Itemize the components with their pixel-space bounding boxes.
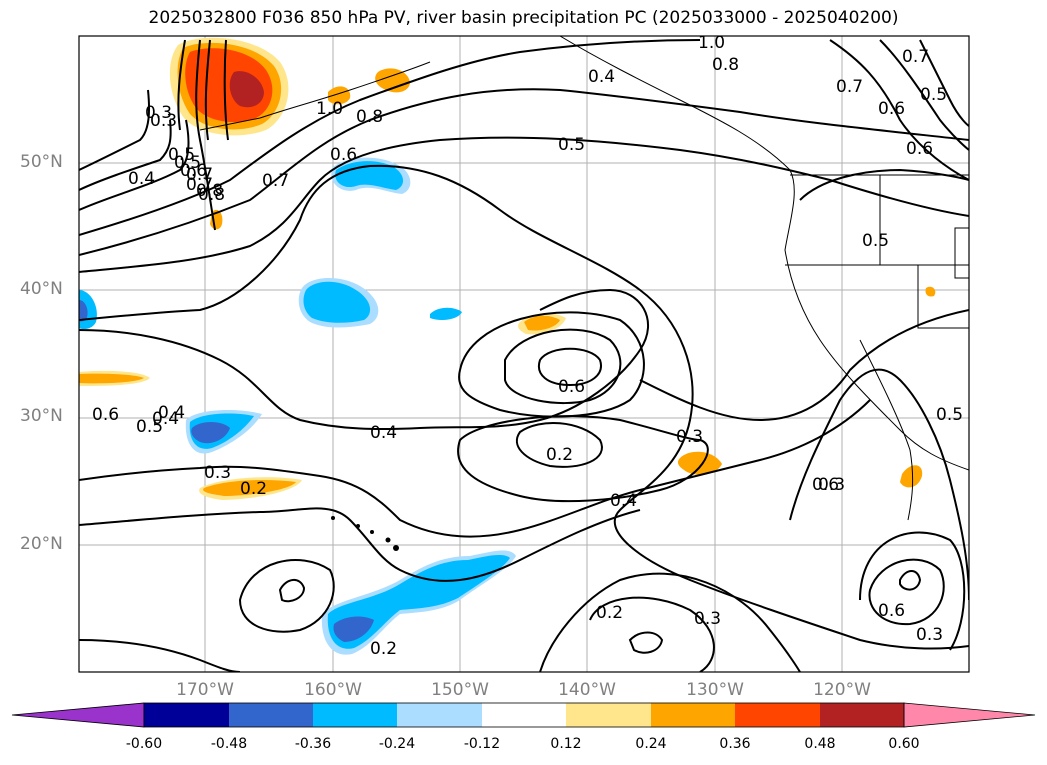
lon-label: 160°W — [304, 680, 362, 700]
colorbar-tick-label: -0.24 — [378, 736, 416, 752]
contour-label: 0.4 — [370, 423, 397, 443]
colorbar-segment — [313, 703, 397, 727]
colorbar-tick-label: -0.36 — [294, 736, 332, 752]
lon-label: 140°W — [558, 680, 616, 700]
lon-label: 130°W — [686, 680, 744, 700]
lat-label: 20°N — [20, 534, 63, 554]
lat-label: 40°N — [20, 279, 63, 299]
contour-label: 0.4 — [158, 403, 185, 423]
contour-label: 0.3 — [818, 475, 845, 495]
lon-label: 150°W — [431, 680, 489, 700]
contour-label: 0.2 — [240, 479, 267, 499]
colorbar-tick-label: 0.24 — [635, 736, 667, 752]
contour-label: 0.4 — [152, 409, 179, 429]
contour-label: 0.5 — [174, 153, 201, 173]
colorbar-tick-label: 0.48 — [804, 736, 836, 752]
contour-label: 0.3 — [204, 463, 231, 483]
coastlines — [199, 36, 969, 521]
contour-label: 1.0 — [316, 99, 343, 119]
contour-label: 0.2 — [546, 445, 573, 465]
colorbar-extend-max — [903, 702, 1036, 728]
contour-label: 0.8 — [356, 107, 383, 127]
colorbar-tick-label: -0.48 — [210, 736, 248, 752]
colorbar-segment — [820, 703, 904, 727]
plot-border — [78, 35, 970, 673]
gridlines — [79, 36, 969, 672]
contour-label: 0.6 — [558, 377, 585, 397]
contour-label: 0.6 — [878, 601, 905, 621]
map-title: 2025032800 F036 850 hPa PV, river basin … — [148, 8, 899, 28]
colorbar-tick-label: 0.60 — [888, 736, 920, 752]
contour-label: 0.7 — [902, 47, 929, 67]
contour-label: 0.5 — [558, 135, 585, 155]
colorbar-tick-label: -0.12 — [463, 736, 501, 752]
contour-label: 0.5 — [862, 231, 889, 251]
lat-label: 50°N — [20, 152, 63, 172]
lat-label: 30°N — [20, 406, 63, 426]
contour-label: 0.6 — [906, 139, 933, 159]
colorbar-segment — [651, 703, 735, 727]
contour-label: 0.8 — [196, 181, 223, 201]
contour-label: 0.6 — [330, 145, 357, 165]
contour-label: 0.6 — [878, 99, 905, 119]
contour-label: 0.2 — [596, 603, 623, 623]
contour-label: 0.2 — [370, 639, 397, 659]
colorbar-segment — [229, 703, 313, 727]
colorbar — [11, 702, 1036, 728]
contour-labels: 1.0 0.8 0.7 0.5 0.4 0.3 0.4 0.5 0.6 0.7 … — [92, 33, 963, 659]
colorbar-segment — [482, 703, 566, 727]
contour-label: 0.6 — [92, 405, 119, 425]
contour-label: 0.7 — [186, 165, 213, 185]
contour-label: 0.6 — [812, 475, 839, 495]
precip-shading — [79, 37, 936, 655]
contour-label: 0.4 — [128, 169, 155, 189]
hawaii-islands — [331, 516, 399, 551]
contour-label: 0.3 — [916, 625, 943, 645]
lon-label: 170°W — [176, 680, 234, 700]
contour-label: 0.6 — [180, 161, 207, 181]
contour-label: 0.5 — [936, 405, 963, 425]
colorbar-tick-label: -0.60 — [125, 736, 163, 752]
contour-label: 0.4 — [610, 491, 637, 511]
contour-label: 0.5 — [920, 85, 947, 105]
contour-label: 0.4 — [588, 67, 615, 87]
contour-label: 0.7 — [186, 175, 213, 195]
contour-label: 0.7 — [836, 77, 863, 97]
colorbar-tick-label: 0.36 — [719, 736, 751, 752]
colorbar-segment — [397, 703, 482, 727]
contour-label: 0.5 — [136, 417, 163, 437]
colorbar-segment — [566, 703, 651, 727]
colorbar-tick-label: 0.12 — [550, 736, 582, 752]
lon-label: 120°W — [813, 680, 871, 700]
contour-label: 0.3 — [150, 111, 177, 131]
colorbar-segment — [735, 703, 820, 727]
pv-contours — [79, 39, 969, 672]
contour-label: 1.0 — [698, 33, 725, 53]
contour-label: 0.7 — [262, 171, 289, 191]
contour-label: 0.8 — [198, 185, 225, 205]
contour-label: 0.8 — [712, 55, 739, 75]
contour-label: 0.3 — [676, 427, 703, 447]
contour-label: 0.5 — [168, 145, 195, 165]
contour-label: 0.3 — [145, 103, 172, 123]
plot-area — [79, 36, 969, 672]
contour-label: 0.3 — [694, 609, 721, 629]
colorbar-segment — [144, 703, 229, 727]
colorbar-extend-min — [11, 702, 145, 728]
